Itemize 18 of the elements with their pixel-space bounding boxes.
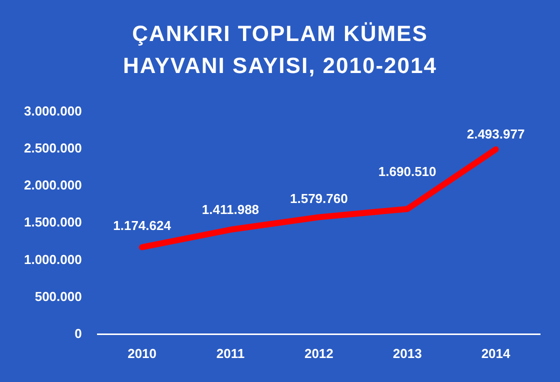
y-tick-label: 1.000.000 [24,252,82,267]
y-tick-label: 1.500.000 [24,214,82,230]
data-label: 1.411.988 [202,202,260,218]
data-label: 1.690.510 [378,164,436,179]
x-tick-label: 2011 [216,346,245,361]
y-tick-label: 2.500.000 [24,140,82,156]
y-tick-label: 3.000.000 [24,103,82,118]
x-tick-label: 2013 [392,346,422,361]
y-tick-label: 500.000 [34,288,82,304]
y-tick-label: 0 [74,326,82,341]
data-label: 2.493.977 [466,126,525,142]
data-label: 1.174.624 [113,218,172,233]
x-tick-label: 2010 [128,346,157,361]
chart-title: ÇANKIRI TOPLAM KÜMES HAYVANI SAYISI, 2010-2014 [122,20,438,80]
data-label: 1.579.760 [290,191,348,206]
x-tick-label: 2012 [304,346,334,361]
x-tick-label: 2014 [481,346,512,361]
y-tick-label: 2.000.000 [24,178,82,193]
